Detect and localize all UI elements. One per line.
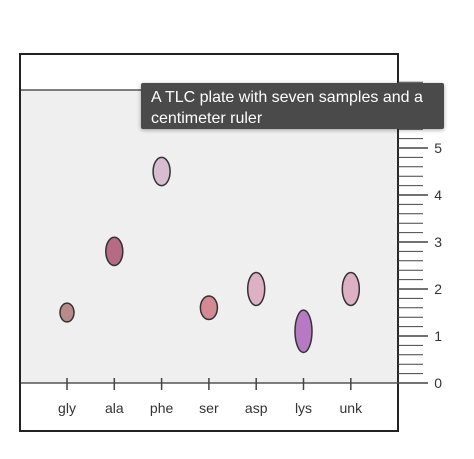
spot-lys [294,309,313,354]
centimeter-ruler: 0 1 2 3 4 5 [397,81,442,391]
spot-unk [341,271,361,307]
lane-gly: gly [58,302,76,416]
lane-label-asp: asp [245,400,268,416]
ruler-label-5: 5 [434,140,442,156]
ruler-label-2: 2 [434,281,442,297]
lane-ala: ala [105,236,124,416]
lane-ser: ser [199,295,219,416]
ruler-label-0: 0 [434,375,442,391]
lane-label-gly: gly [58,400,76,416]
plate-developed-area [21,90,397,383]
ruler-label-3: 3 [434,234,442,250]
description-tooltip: A TLC plate with seven samples and a cen… [141,83,444,129]
lane-phe: phe [150,156,174,416]
spot-asp [246,271,266,307]
spot-phe [152,156,171,187]
lane-label-lys: lys [295,400,312,416]
ruler-label-4: 4 [434,187,442,203]
lane-asp: asp [245,271,268,416]
lane-unk: unk [340,271,364,416]
spot-ser [199,295,219,321]
spot-ala [105,236,124,267]
spot-gly [59,302,75,323]
lane-label-ala: ala [105,400,124,416]
ruler-label-1: 1 [434,328,442,344]
lane-label-unk: unk [340,400,364,416]
lanes-group: gly ala phe ser asp lys unk [58,156,364,416]
lane-label-ser: ser [199,400,219,416]
lane-label-phe: phe [150,400,174,416]
lane-lys: lys [294,309,313,416]
